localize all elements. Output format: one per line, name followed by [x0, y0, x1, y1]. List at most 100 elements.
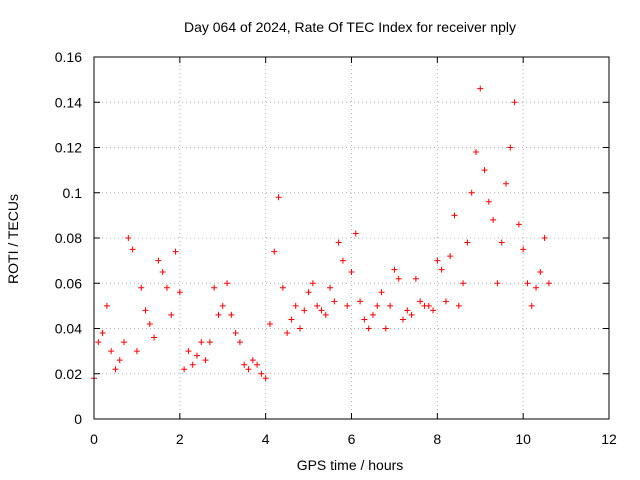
data-point	[305, 289, 312, 296]
data-point	[194, 352, 200, 359]
y-tick-label: 0.12	[55, 140, 82, 156]
data-point	[249, 357, 256, 364]
data-point	[374, 302, 381, 309]
chart-title: Day 064 of 2024, Rate Of TEC Index for r…	[184, 19, 516, 35]
data-point	[348, 268, 355, 275]
data-point	[430, 307, 437, 314]
data-point	[451, 212, 458, 219]
data-point	[494, 280, 501, 287]
data-point	[490, 216, 497, 223]
data-point	[335, 239, 342, 246]
data-point	[485, 198, 492, 205]
data-point	[382, 325, 389, 332]
data-point	[472, 149, 479, 156]
y-tick-label: 0.02	[55, 366, 82, 382]
data-point	[198, 339, 205, 346]
data-point	[138, 284, 145, 291]
data-point	[275, 194, 282, 201]
data-point	[460, 280, 467, 287]
data-point	[125, 235, 132, 241]
data-point	[271, 248, 278, 255]
data-point	[318, 307, 325, 314]
data-point	[545, 280, 552, 287]
y-tick-label: 0.04	[55, 321, 82, 337]
data-point	[524, 280, 531, 287]
data-point	[533, 284, 540, 291]
data-point	[185, 348, 192, 355]
data-point	[528, 302, 535, 309]
y-tick-label: 0.1	[63, 185, 83, 201]
x-tick-label: 2	[176, 431, 184, 447]
data-point	[292, 302, 299, 309]
data-point	[322, 311, 329, 318]
data-point	[232, 330, 239, 337]
data-point	[498, 239, 505, 246]
data-point	[262, 375, 269, 382]
data-point	[211, 284, 218, 291]
data-point	[365, 325, 372, 332]
data-point	[352, 230, 359, 237]
data-point	[339, 257, 346, 264]
data-point	[108, 348, 115, 355]
data-point	[163, 284, 170, 291]
data-point	[224, 280, 231, 287]
data-point	[357, 298, 364, 305]
data-point	[412, 275, 419, 282]
data-point	[202, 357, 209, 364]
data-point	[369, 311, 376, 318]
data-point	[301, 307, 308, 314]
y-tick-label: 0.06	[55, 275, 82, 291]
data-point	[297, 325, 303, 332]
y-tick-label: 0	[74, 411, 82, 427]
y-axis-label: ROTI / TECUs	[5, 194, 21, 284]
data-point	[425, 302, 432, 309]
data-point	[142, 307, 149, 314]
data-point	[172, 248, 179, 255]
data-point	[442, 298, 449, 305]
data-point	[159, 268, 166, 275]
data-point	[387, 302, 394, 309]
data-point	[219, 302, 226, 309]
data-point	[284, 330, 291, 337]
data-point	[189, 361, 196, 368]
data-point	[438, 266, 445, 273]
data-point	[103, 302, 110, 309]
data-point	[95, 339, 102, 346]
y-tick-label: 0.08	[55, 230, 82, 246]
data-point	[408, 311, 415, 318]
data-point	[511, 99, 518, 106]
data-point	[288, 316, 295, 323]
data-point	[391, 266, 398, 273]
data-point	[464, 239, 471, 246]
data-point	[146, 320, 153, 327]
data-point	[116, 357, 123, 364]
data-point	[327, 284, 334, 291]
x-tick-label: 10	[515, 431, 531, 447]
data-point	[228, 311, 235, 318]
data-points	[91, 85, 552, 382]
data-point	[481, 167, 488, 174]
data-point	[507, 144, 514, 151]
data-point	[254, 361, 261, 368]
x-axis-label: GPS time / hours	[297, 457, 404, 473]
data-point	[112, 366, 119, 373]
data-point	[417, 298, 424, 305]
data-point	[515, 221, 522, 228]
data-point	[266, 320, 273, 327]
y-tick-label: 0.14	[55, 94, 82, 110]
data-point	[537, 268, 544, 275]
data-point	[503, 180, 509, 187]
data-point	[133, 348, 140, 355]
data-point	[331, 298, 338, 305]
data-point	[468, 189, 475, 196]
data-point	[279, 284, 286, 291]
x-tick-label: 6	[348, 431, 356, 447]
data-point	[455, 302, 462, 309]
data-point	[215, 311, 222, 318]
data-point	[344, 302, 351, 309]
y-tick-label: 0.16	[55, 49, 82, 65]
data-point	[236, 339, 243, 346]
data-point	[129, 246, 136, 253]
x-tick-label: 12	[601, 431, 617, 447]
